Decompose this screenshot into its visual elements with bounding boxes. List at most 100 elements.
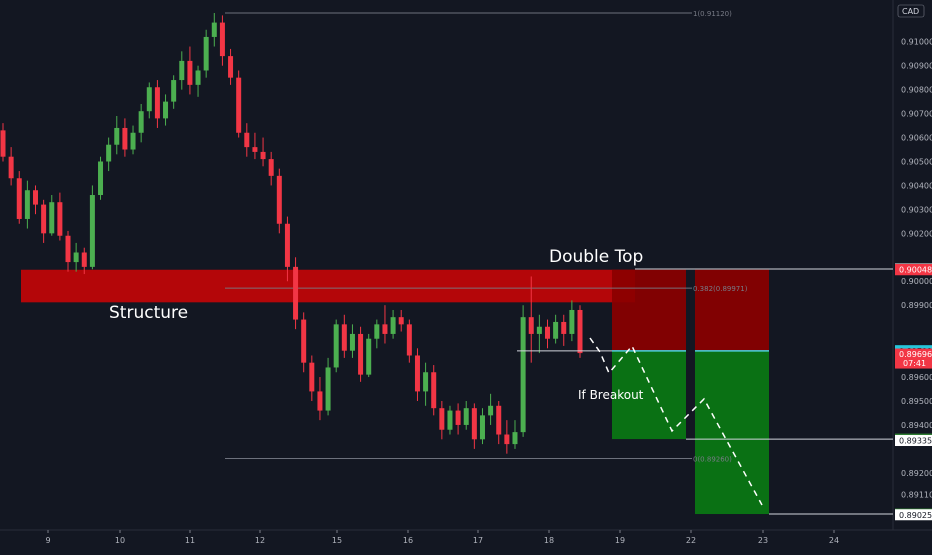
- price-axis[interactable]: 0.91000 0.90900 0.90800 0.90700 0.90600 0.905…: [895, 4, 932, 521]
- candle-body: [471, 408, 477, 440]
- x-tick-label: 11: [185, 536, 195, 545]
- fib-label: 0(0.89260): [693, 455, 732, 463]
- candle-body: [374, 324, 380, 339]
- candle-body: [544, 326, 550, 339]
- candle-body: [260, 151, 266, 160]
- candle-body: [0, 130, 6, 157]
- candle-body: [398, 317, 404, 325]
- candle-body: [341, 324, 347, 351]
- grid: [0, 0, 932, 531]
- candle-body: [179, 60, 185, 81]
- candle-body: [423, 372, 429, 392]
- y-tick-label: 0.90300: [901, 205, 932, 214]
- price-badge-label: 0.89696: [899, 350, 932, 359]
- currency-badge[interactable]: [897, 4, 925, 18]
- fib-label: 0.382(0.89971): [693, 285, 748, 293]
- candle-body: [553, 321, 559, 339]
- candle-body: [463, 408, 469, 425]
- y-tick-label: 0.89500: [901, 397, 932, 406]
- x-tick-label: 17: [473, 536, 483, 545]
- candle-body: [536, 326, 542, 334]
- time-axis[interactable]: 9 10 11 12 15 16 17 18 19 22 23 24: [45, 530, 839, 545]
- candle-body: [89, 195, 95, 267]
- y-tick-label: 0.89400: [901, 421, 932, 430]
- y-tick-label: 0.90400: [901, 181, 932, 190]
- structure-zone: [21, 269, 635, 303]
- price-badge-label: 0.89025: [899, 511, 932, 520]
- take-profit-zone: [612, 350, 686, 440]
- double-top-label: Double Top: [549, 247, 643, 267]
- candle-body: [98, 161, 104, 196]
- candle-body: [358, 333, 364, 375]
- y-tick-label: 0.90600: [901, 134, 932, 143]
- candle-body: [228, 56, 234, 78]
- candle-body: [187, 60, 193, 85]
- candle-body: [130, 132, 136, 150]
- candle-body: [203, 36, 209, 71]
- candle-body: [325, 367, 331, 411]
- candle-body: [414, 355, 420, 392]
- price-badge-label: 0.90048: [899, 266, 932, 275]
- x-tick-label: 9: [45, 536, 50, 545]
- annotations-layer: Double Top Structure If Breakout: [109, 247, 644, 402]
- y-tick-label: 0.89110: [901, 490, 932, 499]
- y-tick-label: 0.89900: [901, 301, 932, 310]
- candle-body: [41, 204, 47, 234]
- x-tick-label: 18: [544, 536, 554, 545]
- candle-body: [146, 87, 152, 112]
- y-tick-label: 0.90800: [901, 86, 932, 95]
- price-badge: [895, 435, 932, 447]
- candle-body: [171, 80, 177, 102]
- candle-body: [138, 111, 144, 133]
- candle-body: [122, 127, 128, 150]
- candle-body: [16, 178, 22, 219]
- candle-body: [211, 22, 217, 37]
- candle-body: [154, 87, 160, 119]
- fibonacci-layer: 1(0.91120) 0.382(0.89971) 0(0.89260): [225, 10, 748, 463]
- candle-body: [382, 324, 388, 334]
- candle-body: [8, 156, 14, 179]
- candle-body: [65, 235, 71, 263]
- candle-body: [333, 324, 339, 368]
- zones-layer: [21, 269, 769, 515]
- y-tick-label: 0.90700: [901, 110, 932, 119]
- countdown-label: 07:41: [903, 359, 926, 368]
- candle-body: [106, 144, 112, 162]
- candle-body: [81, 252, 87, 267]
- candle-body: [317, 391, 323, 411]
- candle-body: [24, 190, 30, 219]
- x-tick-label: 22: [686, 536, 696, 545]
- candle-body: [569, 309, 575, 334]
- stop-loss-zone: [612, 269, 686, 351]
- candles-layer: [0, 13, 583, 454]
- y-tick-label: 0.90500: [901, 157, 932, 166]
- candle-body: [236, 77, 242, 133]
- candle-body: [73, 252, 79, 263]
- y-tick-label: 0.90200: [901, 229, 932, 238]
- candle-body: [195, 70, 201, 85]
- y-tick-label: 0.89200: [901, 469, 932, 478]
- candle-body: [528, 317, 534, 334]
- price-badge: [895, 264, 932, 276]
- candle-body: [276, 175, 282, 224]
- candle-body: [284, 223, 290, 267]
- y-tick-label: 0.89600: [901, 373, 932, 382]
- candle-body: [496, 405, 502, 435]
- price-badge-label: 0.89335: [899, 437, 932, 446]
- candle-body: [447, 410, 453, 430]
- if-breakout-label: If Breakout: [578, 388, 644, 402]
- x-tick-label: 15: [332, 536, 342, 545]
- candle-body: [366, 338, 372, 375]
- candle-body: [577, 309, 583, 354]
- candle-body: [439, 408, 445, 430]
- candle-body: [114, 127, 120, 145]
- candle-body: [163, 101, 169, 119]
- y-tick-label: 0.90900: [901, 62, 932, 71]
- candle-body: [244, 132, 250, 148]
- candle-body: [252, 147, 258, 152]
- x-tick-label: 10: [115, 536, 125, 545]
- candle-body: [349, 333, 355, 351]
- candle-body: [33, 190, 39, 205]
